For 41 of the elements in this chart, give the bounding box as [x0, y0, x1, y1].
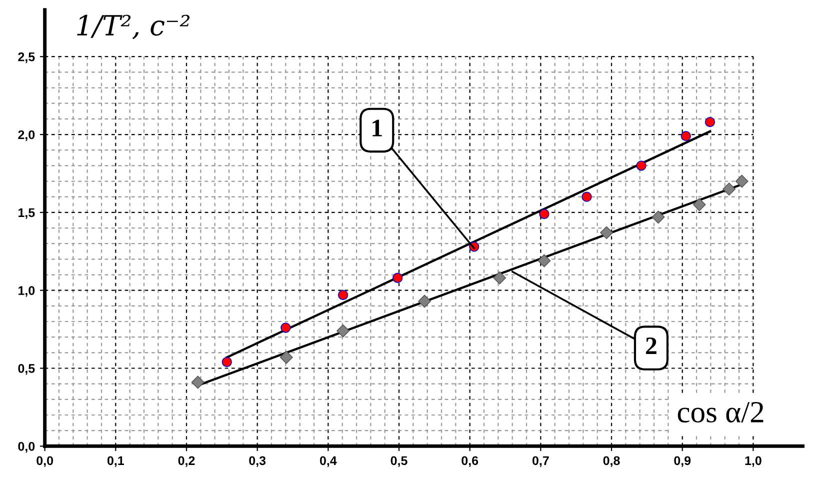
point — [722, 182, 736, 196]
y-tick-label: 2,0 — [18, 130, 35, 141]
y-tick-label: 1,0 — [18, 286, 35, 297]
x-tick-label: 0,9 — [674, 456, 691, 467]
x-tick-label: 0,0 — [36, 456, 53, 467]
x-axis-title: cos α/2 — [678, 402, 764, 423]
point — [704, 116, 716, 128]
x-tick-label: 0,5 — [390, 456, 408, 467]
annotation: 2 — [646, 337, 656, 354]
point — [392, 272, 403, 283]
point — [539, 208, 550, 220]
point — [493, 271, 506, 284]
point — [222, 356, 232, 368]
x-tick-label: 1,0 — [745, 456, 762, 467]
point — [191, 376, 204, 389]
point — [582, 192, 592, 202]
point — [636, 160, 646, 171]
point — [538, 254, 551, 268]
x-tick-label: 0,7 — [532, 456, 549, 467]
point — [735, 174, 748, 188]
point — [680, 131, 691, 142]
y-tick-label: 0,0 — [18, 442, 35, 453]
point — [652, 210, 665, 224]
y-tick-label: 1,5 — [18, 208, 35, 219]
x-tick-label: 0,3 — [249, 456, 266, 467]
point — [338, 290, 348, 300]
point — [336, 324, 350, 338]
x-tick-label: 0,6 — [462, 456, 478, 467]
x-tick-label: 0,4 — [320, 456, 337, 467]
x-tick-label: 0,1 — [107, 456, 124, 467]
x-tick-label: 0,2 — [178, 456, 195, 467]
y-tick-label: 2,5 — [18, 52, 35, 64]
y-tick-label: 0,5 — [18, 364, 35, 375]
annotation: 1 — [372, 120, 382, 136]
point — [280, 322, 291, 333]
point — [280, 350, 293, 364]
point — [418, 294, 431, 308]
point — [692, 198, 706, 212]
point — [600, 226, 614, 240]
y-axis-title: 1/T², c⁻² — [77, 14, 190, 40]
x-tick-label: 0,8 — [603, 456, 620, 467]
